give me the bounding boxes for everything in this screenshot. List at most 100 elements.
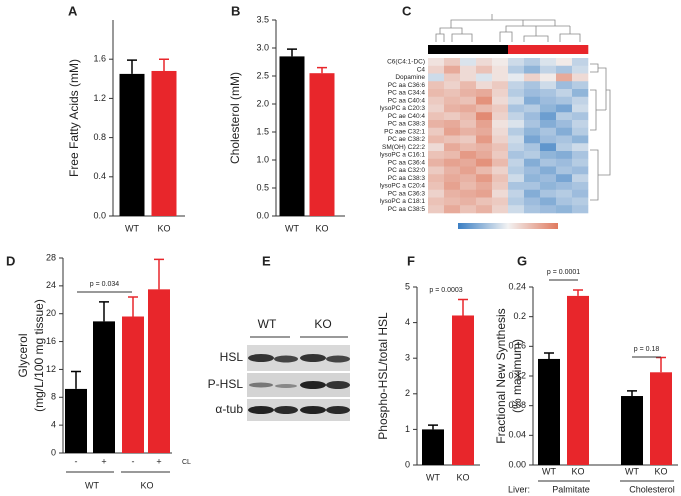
heatmap-cell <box>524 151 541 160</box>
heatmap-cell <box>508 120 525 129</box>
bar <box>93 321 115 453</box>
y-tick-label: 1.6 <box>93 54 106 64</box>
bar <box>422 429 444 465</box>
heatmap-cell <box>572 135 589 144</box>
condition-label: CL <box>182 459 191 466</box>
group-prefix: Liver: <box>508 484 530 494</box>
panel-letter: C <box>402 3 412 18</box>
heatmap-cell <box>540 143 557 152</box>
heatmap-cell <box>492 81 509 90</box>
annotation: p = 0.0001 <box>547 269 580 276</box>
heatmap-cell <box>508 81 525 90</box>
heatmap-cell <box>508 58 525 67</box>
heatmap-cell <box>524 89 541 98</box>
heatmap-cell <box>492 104 509 113</box>
heatmap-cell <box>428 197 445 206</box>
heatmap-cell <box>444 112 461 121</box>
lane-group-label: KO <box>314 317 331 331</box>
heatmap-cell <box>492 65 509 74</box>
heatmap-cell <box>572 182 589 191</box>
error-bar <box>127 59 137 74</box>
bar <box>538 358 560 465</box>
heatmap-cell <box>444 189 461 198</box>
error-bar <box>458 298 468 316</box>
heatmap-cell <box>540 182 557 191</box>
row-label: lysoPC a C16:1 <box>380 152 426 159</box>
heatmap-cell <box>476 120 493 129</box>
heatmap-cell <box>476 189 493 198</box>
heatmap-cell <box>524 127 541 136</box>
y-axis-label: Phospho-HSL/total HSL <box>376 312 390 440</box>
column-group-bar <box>572 45 589 54</box>
heatmap-cell <box>572 89 589 98</box>
heatmap-cell <box>476 174 493 183</box>
x-tick-label: WT <box>285 223 299 233</box>
heatmap-cell <box>508 174 525 183</box>
row-label: PC aa C38:3 <box>388 121 426 128</box>
heatmap-cell <box>476 197 493 206</box>
row-label: PC aae C32:1 <box>384 128 425 135</box>
heatmap-cell <box>492 73 509 82</box>
x-tick-label: KO <box>654 466 667 476</box>
heatmap-cell <box>476 65 493 74</box>
heatmap-cell <box>460 96 477 105</box>
heatmap-cell <box>556 89 573 98</box>
heatmap-cell <box>540 73 557 82</box>
x-tick-label: KO <box>571 466 584 476</box>
heatmap-cell <box>460 58 477 67</box>
row-label: C4 <box>417 66 426 73</box>
y-axis-label: Free Fatty Acids (mM) <box>67 59 81 177</box>
x-tick-label: - <box>132 456 135 466</box>
heatmap-cell <box>540 112 557 121</box>
heatmap-cell <box>428 96 445 105</box>
y-tick-label: 28 <box>46 252 56 262</box>
x-tick-label: WT <box>426 472 440 482</box>
heatmap-cell <box>572 120 589 129</box>
y-tick-label: 4 <box>405 317 410 327</box>
heatmap-cell <box>524 174 541 183</box>
heatmap-cell <box>508 104 525 113</box>
heatmap-cell <box>508 127 525 136</box>
y-tick-label: 3 <box>405 353 410 363</box>
group-label: WT <box>85 480 99 490</box>
heatmap-cell <box>524 197 541 206</box>
bar <box>452 315 474 465</box>
y-tick-label: 0.5 <box>256 182 269 192</box>
heatmap-cell <box>524 73 541 82</box>
heatmap-cell <box>556 182 573 191</box>
y-tick-label: 0.16 <box>508 341 526 351</box>
bar <box>151 70 177 217</box>
color-scale <box>458 223 558 229</box>
heatmap-cell <box>572 158 589 167</box>
y-tick-label: 0.8 <box>93 132 106 142</box>
heatmap-cell <box>556 197 573 206</box>
x-tick-label: WT <box>542 466 556 476</box>
heatmap-cell <box>540 58 557 67</box>
y-tick-label: 0.00 <box>508 459 526 469</box>
heatmap-cell <box>524 189 541 198</box>
heatmap-cell <box>428 182 445 191</box>
panel-letter: F <box>407 253 415 268</box>
heatmap-cell <box>524 65 541 74</box>
bar <box>122 316 144 453</box>
heatmap-cell <box>508 73 525 82</box>
heatmap-cell <box>428 158 445 167</box>
heatmap-cell <box>508 112 525 121</box>
column-group-bar <box>508 45 525 54</box>
y-tick-label: 1.5 <box>256 126 269 136</box>
heatmap-cell <box>524 158 541 167</box>
column-group-bar <box>476 45 493 54</box>
heatmap-cell <box>572 127 589 136</box>
y-tick-label: 4 <box>51 420 56 430</box>
error-bar <box>317 66 327 74</box>
heatmap-cell <box>476 112 493 121</box>
x-tick-label: + <box>101 456 106 466</box>
bar <box>119 73 145 217</box>
heatmap-cell <box>460 166 477 175</box>
y-tick-label: 0.0 <box>256 210 269 220</box>
heatmap-cell <box>444 158 461 167</box>
heatmap-cell <box>460 89 477 98</box>
heatmap-cell <box>508 182 525 191</box>
heatmap-cell <box>460 73 477 82</box>
heatmap-cell <box>540 135 557 144</box>
